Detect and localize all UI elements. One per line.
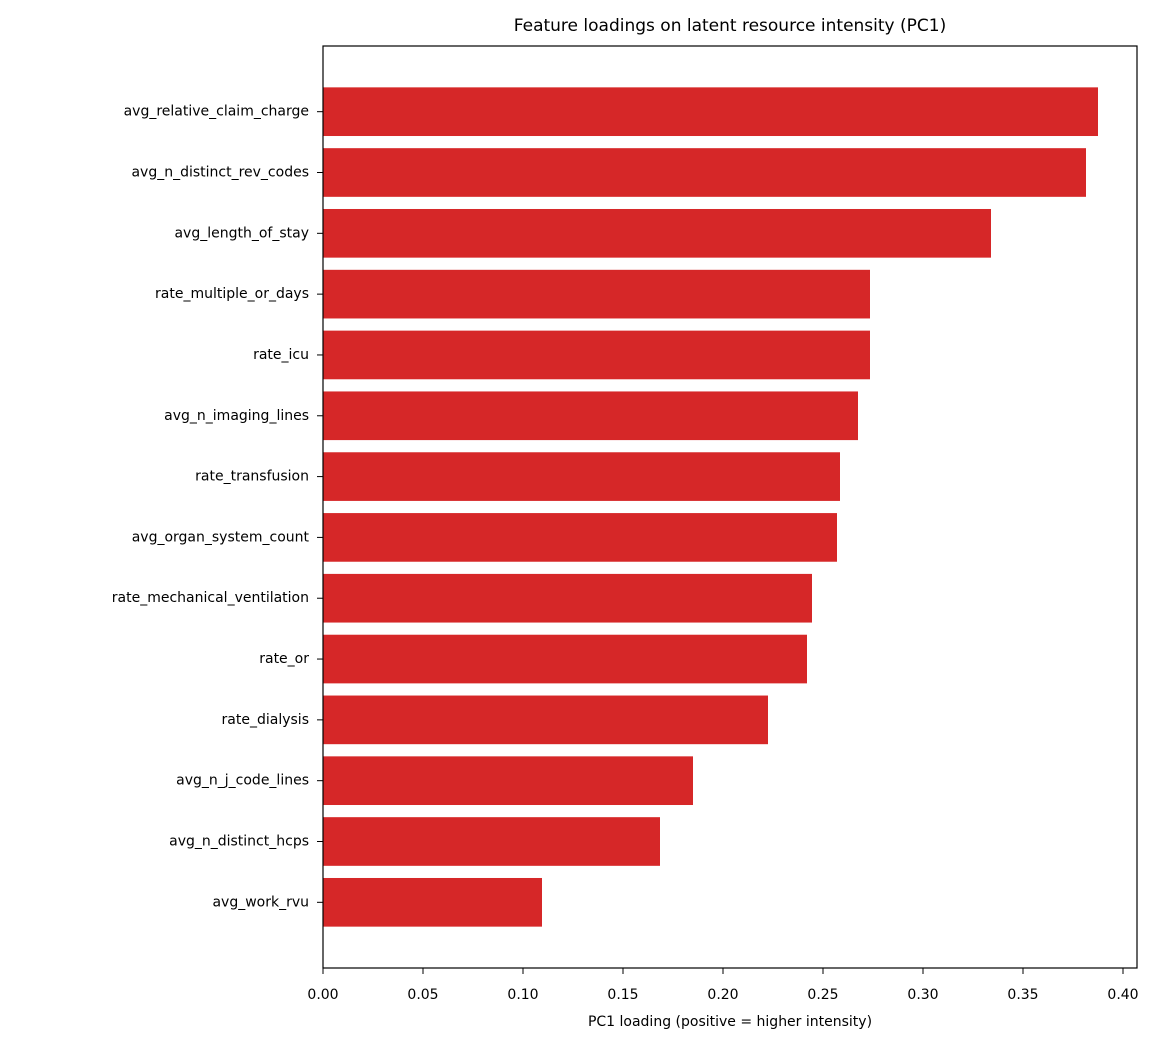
y-tick-label: avg_n_distinct_hcps (169, 833, 309, 849)
y-tick-label: rate_or (259, 651, 309, 667)
bar (323, 695, 768, 745)
y-tick-label: rate_dialysis (222, 712, 309, 728)
y-tick-label: rate_icu (253, 347, 309, 363)
y-tick-label: avg_n_imaging_lines (164, 408, 309, 424)
x-axis-label: PC1 loading (positive = higher intensity… (588, 1014, 872, 1030)
x-tick-label: 0.15 (607, 987, 638, 1003)
y-tick-label: avg_n_distinct_rev_codes (131, 165, 309, 181)
bar (323, 391, 858, 441)
x-tick-label: 0.20 (707, 987, 738, 1003)
bar (323, 513, 837, 562)
y-tick-label: rate_transfusion (195, 469, 309, 485)
bar (323, 452, 840, 501)
bar (323, 877, 542, 927)
chart-title: Feature loadings on latent resource inte… (514, 16, 946, 36)
y-tick-label: rate_multiple_or_days (155, 286, 309, 302)
bar (323, 330, 870, 380)
x-tick-label: 0.25 (807, 987, 838, 1003)
x-tick-label: 0.30 (907, 987, 938, 1003)
bar (323, 269, 870, 319)
x-tick-label: 0.05 (407, 987, 438, 1003)
y-tick-label: avg_relative_claim_charge (124, 104, 309, 120)
plot-frame (322, 45, 1138, 969)
y-tick-label: avg_organ_system_count (132, 529, 310, 545)
bar (323, 573, 812, 623)
x-tick-label: 0.10 (507, 987, 538, 1003)
bar (323, 148, 1086, 197)
x-tick-label: 0.00 (307, 987, 338, 1003)
bar (323, 817, 660, 866)
y-tick-label: rate_mechanical_ventilation (112, 590, 309, 606)
y-tick-label: avg_length_of_stay (174, 225, 309, 241)
bar (323, 634, 807, 684)
y-tick-label: avg_work_rvu (212, 894, 309, 910)
bar (323, 756, 693, 806)
bar (323, 208, 991, 258)
y-tick-label: avg_n_j_code_lines (176, 773, 309, 789)
x-tick-label: 0.40 (1107, 987, 1138, 1003)
x-tick-label: 0.35 (1007, 987, 1038, 1003)
bar (323, 87, 1098, 137)
